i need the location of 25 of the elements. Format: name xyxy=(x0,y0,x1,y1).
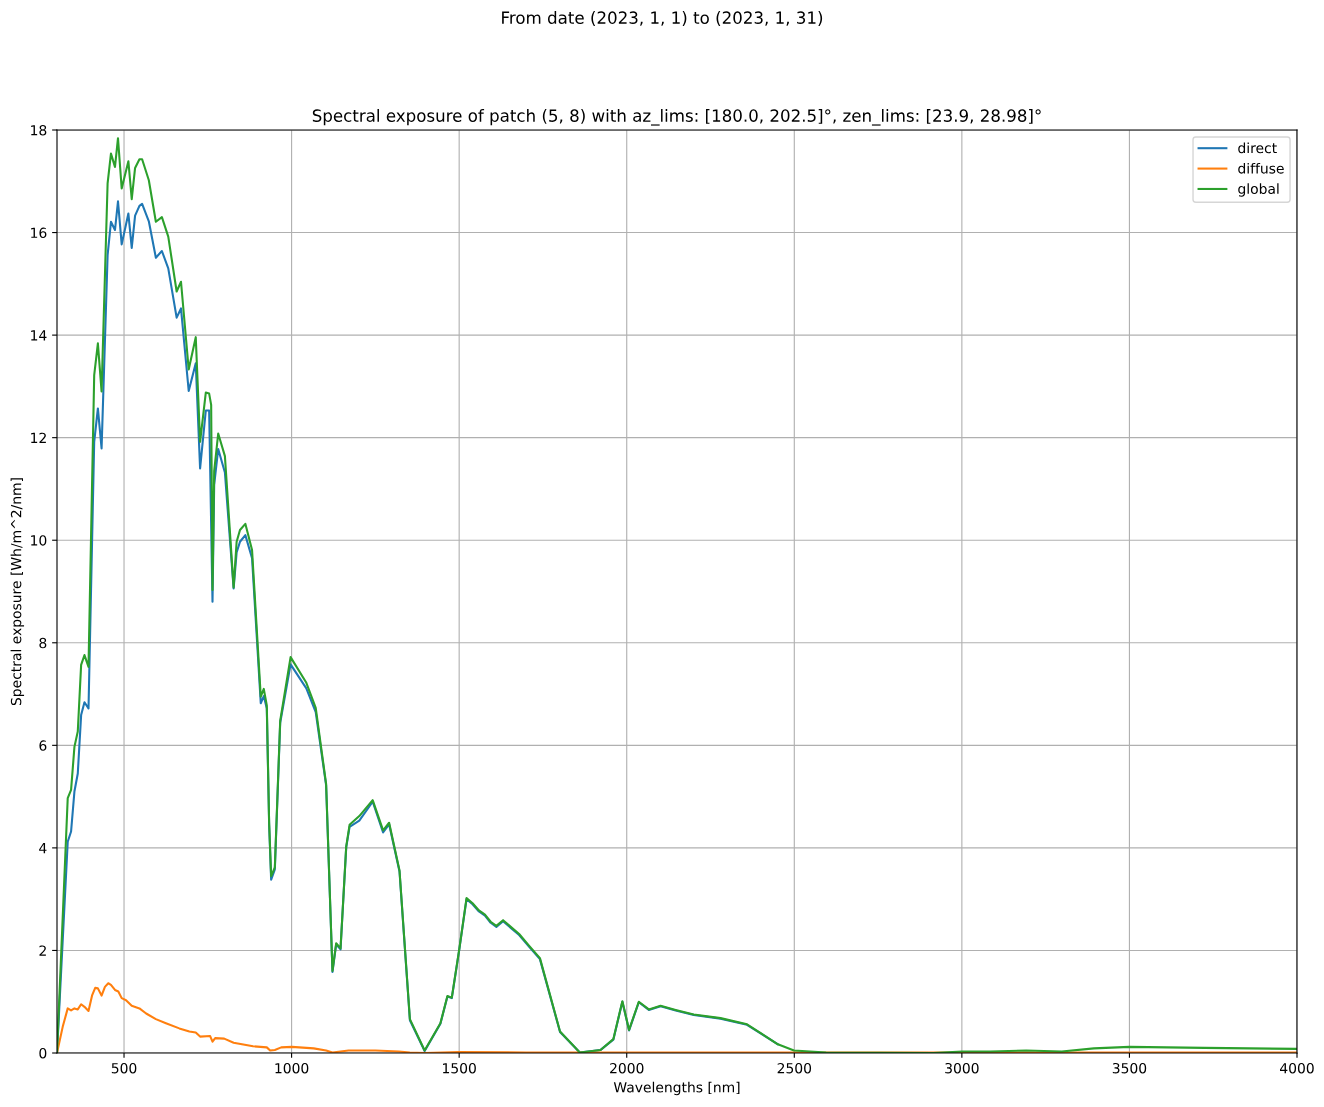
y-tick-label: 8 xyxy=(39,637,47,649)
x-tick-label: 3000 xyxy=(945,1062,979,1074)
x-tick-label: 500 xyxy=(111,1062,137,1074)
chart-subtitle: Spectral exposure of patch (5, 8) with az_lims: [180.0, 202.5]°, zen_lims: [23.9, 28.98]° xyxy=(312,109,1041,126)
x-tick-label: 3500 xyxy=(1112,1062,1147,1074)
y-tick-label: 4 xyxy=(39,843,47,854)
x-tick-label: 2500 xyxy=(777,1062,812,1074)
y-tick-label: 0 xyxy=(39,1047,47,1059)
y-tick-label: 16 xyxy=(31,227,47,239)
legend-label: direct xyxy=(1238,142,1277,154)
legend-label: global xyxy=(1238,183,1279,197)
x-tick-label: 2000 xyxy=(610,1062,644,1074)
legend-label: diffuse xyxy=(1238,162,1284,174)
x-tick-label: 1500 xyxy=(443,1062,476,1074)
x-tick-label: 1000 xyxy=(275,1062,309,1074)
y-tick-label: 10 xyxy=(31,535,47,546)
y-tick-label: 12 xyxy=(31,432,46,443)
y-tick-label: 6 xyxy=(39,740,47,751)
chart-title: From date (2023, 1, 1) to (2023, 1, 31) xyxy=(502,11,823,26)
y-axis-title: Spectral exposure [Wh/m^2/nm] xyxy=(10,478,25,706)
y-tick-label: 18 xyxy=(31,124,47,136)
x-axis-title: Wavelengths [nm] xyxy=(613,1081,740,1096)
x-tick-label: 4000 xyxy=(1280,1062,1314,1074)
y-tick-label: 2 xyxy=(39,945,46,956)
y-tick-label: 14 xyxy=(31,330,47,341)
